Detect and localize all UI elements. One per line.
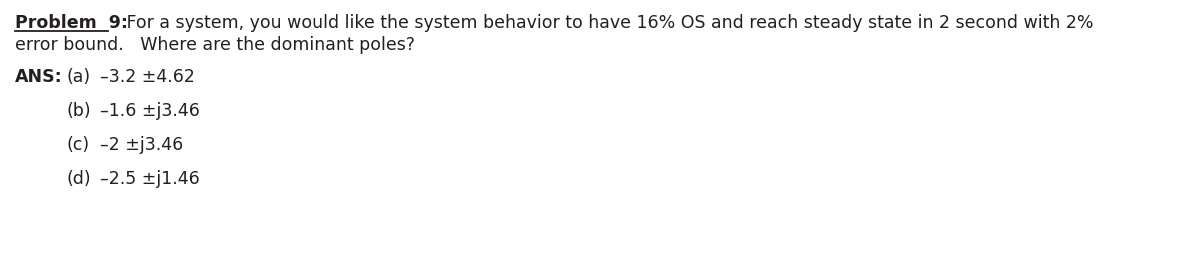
Text: –3.2 ±4.62: –3.2 ±4.62 xyxy=(100,68,194,86)
Text: ANS:: ANS: xyxy=(14,68,62,86)
Text: –1.6 ±j3.46: –1.6 ±j3.46 xyxy=(100,102,200,120)
Text: error bound.   Where are the dominant poles?: error bound. Where are the dominant pole… xyxy=(14,36,415,54)
Text: (c): (c) xyxy=(67,136,90,154)
Text: For a system, you would like the system behavior to have 16% OS and reach steady: For a system, you would like the system … xyxy=(110,14,1093,32)
Text: (b): (b) xyxy=(67,102,91,120)
Text: (d): (d) xyxy=(67,170,91,188)
Text: (a): (a) xyxy=(67,68,91,86)
Text: Problem  9:: Problem 9: xyxy=(14,14,128,32)
Text: –2.5 ±j1.46: –2.5 ±j1.46 xyxy=(100,170,199,188)
Text: –2 ±j3.46: –2 ±j3.46 xyxy=(100,136,184,154)
